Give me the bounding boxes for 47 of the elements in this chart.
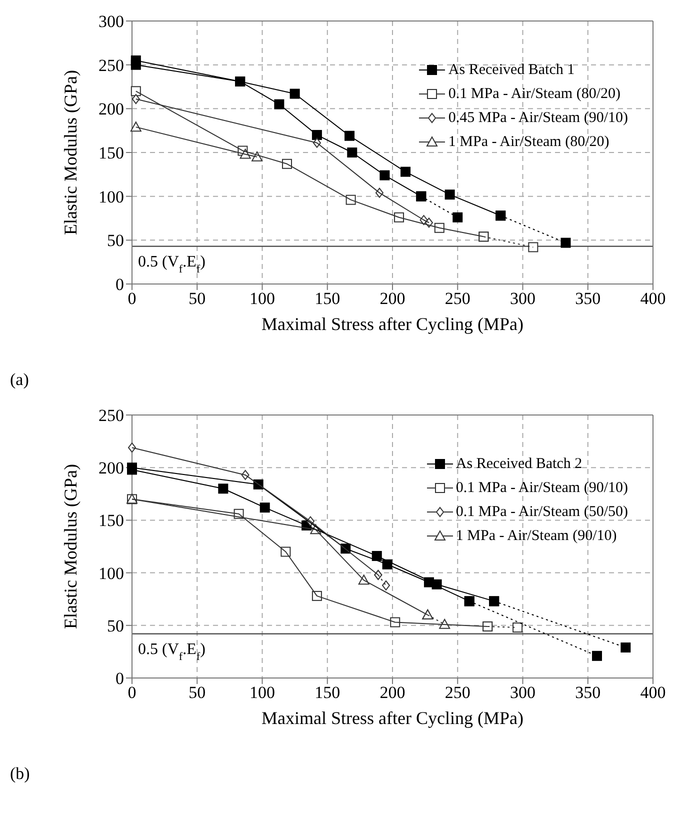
x-tick-label: 150: [314, 683, 340, 702]
y-tick-label: 0: [116, 275, 124, 294]
y-tick-label: 50: [107, 231, 124, 250]
legend-label: As Received Batch 1: [448, 61, 575, 80]
x-tick-label: 150: [314, 289, 340, 308]
legend-label: 0.1 MPa - Air/Steam (50/50): [456, 503, 628, 522]
x-tick-label: 350: [575, 289, 601, 308]
x-tick-label: 400: [640, 683, 666, 702]
x-tick-label: 50: [188, 683, 206, 702]
x-tick-label: 300: [510, 683, 536, 702]
y-tick-label: 250: [98, 406, 124, 426]
text: (a): [10, 370, 29, 390]
y-tick-label: 250: [98, 56, 124, 75]
legend-label: As Received Batch 2: [456, 455, 582, 474]
legend-label: 1 MPa - Air/Steam (80/20): [448, 133, 610, 152]
x-tick-label: 100: [250, 289, 275, 308]
x-tick-label: 250: [444, 683, 470, 702]
x-tick-label: 350: [575, 683, 601, 702]
y-tick-label: 200: [98, 100, 124, 119]
x-tick-label: 300: [510, 289, 536, 308]
y-tick-label: 50: [107, 616, 124, 636]
ref-line-label: 0.5 (V$_{f}$.E$_{f}$): [138, 253, 206, 276]
x-tick-label: 200: [380, 683, 406, 702]
y-tick-label: 200: [98, 458, 124, 478]
ref-line-label: 0.5 (V$_{f}$.E$_{f}$): [138, 640, 206, 663]
y-tick-label: 0: [116, 669, 124, 688]
y-tick-label: 300: [98, 12, 124, 32]
x-tick-label: 100: [250, 683, 275, 702]
x-tick-label: 0: [128, 289, 136, 308]
legend-label: 0.45 MPa - Air/Steam (90/10): [448, 109, 628, 128]
y-tick-label: 150: [98, 511, 124, 530]
legend-label: 0.1 MPa - Air/Steam (90/10): [456, 479, 628, 498]
y-axis-title: Elastic Modulus (GPa): [60, 464, 80, 629]
x-tick-label: 400: [640, 289, 666, 308]
y-tick-label: 100: [98, 564, 124, 583]
x-tick-label: 200: [380, 289, 406, 308]
x-tick-label: 0: [128, 683, 136, 702]
y-tick-label: 100: [98, 187, 124, 206]
legend-label: 0.1 MPa - Air/Steam (80/20): [448, 85, 620, 104]
y-axis-title: Elastic Modulus (GPa): [60, 70, 80, 235]
x-tick-label: 250: [444, 289, 470, 308]
x-axis-title: Maximal Stress after Cycling (MPa): [262, 708, 524, 728]
legend-label: 1 MPa - Air/Steam (90/10): [456, 527, 617, 546]
text: (b): [10, 764, 30, 784]
y-tick-label: 150: [98, 144, 124, 163]
x-tick-label: 50: [188, 289, 206, 308]
x-axis-title: Maximal Stress after Cycling (MPa): [262, 314, 524, 334]
